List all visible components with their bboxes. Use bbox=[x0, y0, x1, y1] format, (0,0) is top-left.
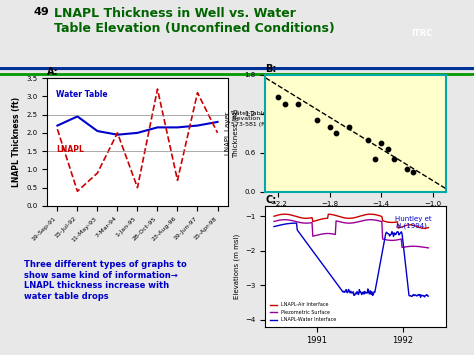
Legend: LNAPL-Air Interface, Piezometric Surface, LNAPL-Water Interface: LNAPL-Air Interface, Piezometric Surface… bbox=[268, 300, 338, 324]
Text: B:: B: bbox=[265, 64, 277, 74]
Point bbox=[326, 124, 334, 130]
Text: Water-Table
Elevation
573-581 (ft): Water-Table Elevation 573-581 (ft) bbox=[231, 111, 268, 127]
Point bbox=[345, 124, 353, 130]
Point bbox=[294, 101, 301, 106]
Point bbox=[274, 94, 282, 100]
Text: Three different types of graphs to
show same kind of information→
LNAPL thicknes: Three different types of graphs to show … bbox=[24, 260, 186, 301]
X-axis label: Water Table Elevation (m): Water Table Elevation (m) bbox=[310, 213, 401, 219]
Text: A:: A: bbox=[47, 67, 59, 77]
Text: Huntley et
al.(1994): Huntley et al.(1994) bbox=[395, 215, 432, 229]
Text: Water Table: Water Table bbox=[56, 90, 108, 99]
Y-axis label: LNAPL Thickness (ft): LNAPL Thickness (ft) bbox=[12, 97, 21, 187]
Y-axis label: LNAPL Layer
Thickness (m): LNAPL Layer Thickness (m) bbox=[226, 109, 239, 158]
Point bbox=[390, 156, 398, 162]
Point bbox=[410, 169, 417, 175]
Text: ITRC: ITRC bbox=[411, 29, 433, 38]
Point bbox=[313, 117, 321, 123]
Text: C:: C: bbox=[265, 195, 277, 205]
Point bbox=[281, 101, 289, 106]
Text: LNAPL Thickness in Well vs. Water
Table Elevation (Unconfined Conditions): LNAPL Thickness in Well vs. Water Table … bbox=[54, 7, 334, 35]
Point bbox=[384, 147, 392, 152]
Point bbox=[332, 130, 340, 136]
Point bbox=[377, 140, 385, 146]
Point bbox=[371, 156, 379, 162]
Point bbox=[365, 137, 372, 142]
Text: 49: 49 bbox=[33, 7, 49, 17]
Y-axis label: Elevations (m msl): Elevations (m msl) bbox=[233, 234, 240, 299]
Text: LNAPL: LNAPL bbox=[56, 145, 84, 154]
Point bbox=[403, 166, 411, 172]
